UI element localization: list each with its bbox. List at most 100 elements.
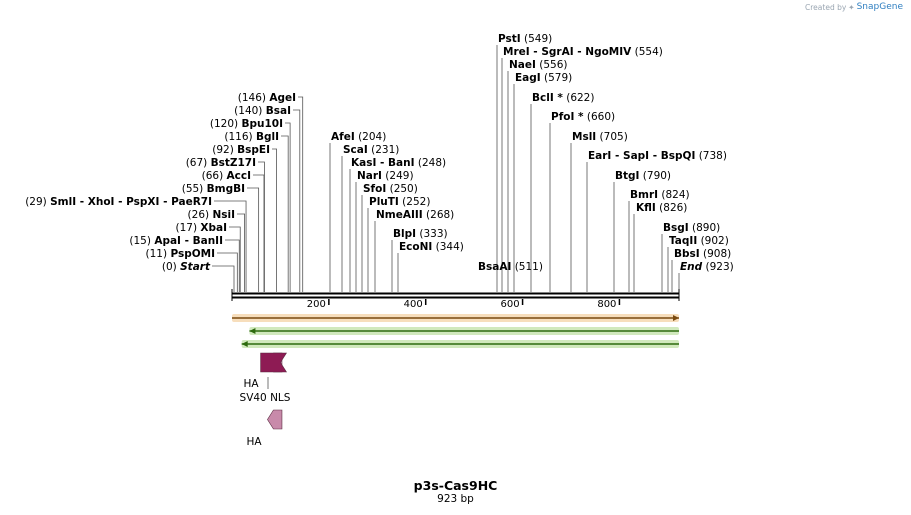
site-label: PfoI * (660) — [551, 111, 615, 123]
site-position: (790) — [639, 170, 671, 182]
site-position: (55) — [182, 183, 207, 195]
site-position: (622) — [563, 92, 595, 104]
site-leader — [217, 252, 238, 292]
site-label: EarI - SapI - BspQI (738) — [588, 150, 727, 162]
site-enzyme-names: KasI - BanI — [351, 157, 415, 169]
site-label: (116) BglI — [224, 131, 279, 143]
site-enzyme-names: BmrI — [630, 189, 658, 201]
restriction-site-labels: (0) Start (11) PspOMI(15) ApaI - BanII(17… — [25, 33, 734, 273]
site-enzyme-names: End — [680, 261, 703, 273]
site-position: (908) — [700, 248, 732, 260]
site-enzyme-names: AgeI — [269, 92, 296, 104]
site-label: (29) SmlI - XhoI - PspXI - PaeR7I — [25, 196, 212, 208]
site-enzyme-names: Bpu10I — [241, 118, 283, 130]
site-leader — [281, 135, 289, 292]
site-label: (140) BsaI — [234, 105, 291, 117]
site-position: (66) — [202, 170, 227, 182]
sv40-nls-label: SV40 NLS — [240, 392, 291, 404]
site-label: BlpI (333) — [393, 228, 448, 240]
site-position: (17) — [175, 222, 200, 234]
site-enzyme-names: MslI — [572, 131, 596, 143]
site-enzyme-names: Start — [180, 261, 211, 273]
site-leader — [285, 122, 291, 292]
site-label: NaeI (556) — [509, 59, 567, 71]
site-leader — [253, 174, 265, 292]
site-leader — [214, 200, 247, 292]
site-label: NmeAIII (268) — [376, 209, 454, 221]
site-enzyme-names: BstZ17I — [211, 157, 256, 169]
site-position: (67) — [186, 157, 211, 169]
site-position: (29) — [25, 196, 50, 208]
site-label: AfeI (204) — [331, 131, 386, 143]
site-leader — [237, 213, 245, 292]
site-label: BmrI (824) — [630, 189, 690, 201]
site-enzyme-names: PfoI * — [551, 111, 584, 123]
site-position: (92) — [212, 144, 237, 156]
site-position: (0) — [162, 261, 180, 273]
site-position: (344) — [432, 241, 464, 253]
site-enzyme-names: AfeI — [331, 131, 355, 143]
site-label: MreI - SgrAI - NgoMIV (554) — [503, 46, 663, 58]
credit-prefix: Created by — [805, 2, 847, 12]
snapgene-credit: Created by ✦ SnapGene — [805, 2, 903, 12]
site-position: (549) — [521, 33, 553, 45]
site-label: MslI (705) — [572, 131, 628, 143]
orf-arrowhead — [241, 341, 248, 347]
site-label: ScaI (231) — [343, 144, 399, 156]
site-label: NarI (249) — [357, 170, 414, 182]
site-position: (826) — [656, 202, 688, 214]
site-label: PluTI (252) — [369, 196, 430, 208]
site-label: (26) NsiI — [188, 209, 235, 221]
ruler-tick-label: 600 — [500, 299, 519, 310]
site-label: BsgI (890) — [663, 222, 720, 234]
site-label: (17) XbaI — [175, 222, 227, 234]
snapgene-logo-icon: ✦ — [848, 2, 855, 12]
site-label: KasI - BanI (248) — [351, 157, 446, 169]
site-enzyme-names: BglI — [256, 131, 279, 143]
site-leader — [229, 226, 241, 292]
plasmid-name: p3s-Cas9HC — [413, 478, 498, 493]
site-label: BclI * (622) — [532, 92, 594, 104]
ha-arrow-2 — [267, 409, 283, 430]
site-position: (738) — [695, 150, 727, 162]
site-leader-lines — [212, 45, 680, 292]
site-enzyme-names: NmeAIII — [376, 209, 423, 221]
site-position: (11) — [146, 248, 171, 260]
site-enzyme-names: BsaAI — [478, 261, 511, 273]
site-label: (146) AgeI — [238, 92, 296, 104]
site-enzyme-names: EarI - SapI - BspQI — [588, 150, 695, 162]
site-position: (333) — [416, 228, 448, 240]
site-position: (824) — [658, 189, 690, 201]
site-label: EagI (579) — [515, 72, 572, 84]
site-position: (902) — [697, 235, 729, 247]
site-label: BbsI (908) — [674, 248, 731, 260]
site-label: (15) ApaI - BanII — [129, 235, 223, 247]
site-enzyme-names: BspEI — [237, 144, 270, 156]
site-label: PstI (549) — [498, 33, 552, 45]
site-enzyme-names: BtgI — [615, 170, 639, 182]
site-enzyme-names: PluTI — [369, 196, 399, 208]
site-position: (511) — [511, 261, 543, 273]
site-position: (268) — [423, 209, 455, 221]
site-position: (556) — [536, 59, 568, 71]
ha-label-1: HA — [243, 378, 259, 390]
site-label: (55) BmgBI — [182, 183, 245, 195]
site-position: (249) — [382, 170, 414, 182]
site-enzyme-names: BbsI — [674, 248, 700, 260]
site-enzyme-names: PstI — [498, 33, 521, 45]
site-leader — [272, 148, 277, 292]
ruler-tick-label: 400 — [404, 299, 423, 310]
site-enzyme-names: PspOMI — [170, 248, 215, 260]
site-enzyme-names: BsaI — [266, 105, 291, 117]
orf-arrowhead — [673, 315, 679, 321]
site-position: (660) — [584, 111, 616, 123]
site-position: (15) — [129, 235, 154, 247]
site-enzyme-names: TaqII — [669, 235, 697, 247]
site-leader — [293, 109, 301, 292]
site-leader — [258, 161, 265, 292]
site-position: (120) — [210, 118, 242, 130]
site-label: SfoI (250) — [363, 183, 418, 195]
site-enzyme-names: EagI — [515, 72, 541, 84]
ruler-tick-label: 800 — [597, 299, 616, 310]
